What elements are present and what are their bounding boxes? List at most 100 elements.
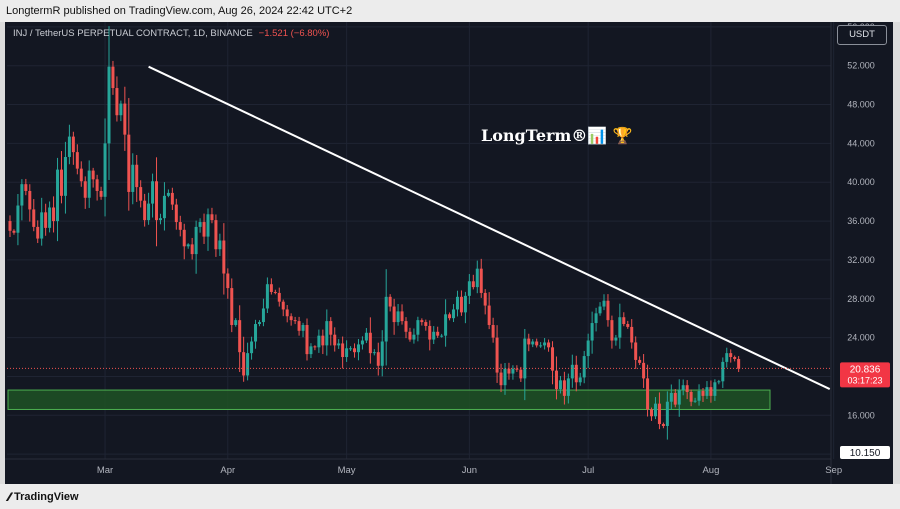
currency-button[interactable]: USDT: [837, 25, 887, 45]
candle-down: [83, 181, 87, 198]
candle-down: [222, 240, 226, 274]
candle-up: [257, 322, 261, 325]
candle-up: [107, 66, 111, 144]
candle-up: [444, 314, 448, 336]
candle-down: [32, 209, 36, 227]
candle-up: [523, 338, 527, 379]
candle-up: [503, 368, 507, 386]
candle-down: [388, 296, 392, 307]
candle-up: [463, 295, 467, 313]
candle-down: [341, 343, 345, 358]
candle-up: [147, 203, 151, 221]
candle-up: [166, 192, 170, 196]
candle-down: [610, 320, 614, 341]
candle-down: [277, 292, 281, 302]
candle-up: [317, 335, 321, 348]
candle-down: [491, 324, 495, 338]
month-tick-label: Jul: [582, 465, 594, 476]
candle-down: [182, 229, 186, 247]
candle-down: [230, 288, 234, 325]
candle-up: [372, 352, 376, 354]
candle-down: [574, 364, 578, 383]
marker-price-value: 10.150: [850, 448, 881, 459]
author-watermark: LongTerm®📊 🏆: [481, 126, 633, 145]
candle-up: [558, 380, 562, 390]
candle-down: [210, 214, 214, 221]
candle-down: [646, 378, 650, 410]
candle-down: [392, 306, 396, 323]
candle-down: [242, 352, 246, 376]
candlestick-chart[interactable]: 56.00052.00048.00044.00040.00036.00032.0…: [5, 22, 893, 484]
candle-down: [28, 190, 32, 210]
candle-down: [79, 168, 83, 182]
candle-up: [713, 382, 717, 396]
candle-up: [677, 390, 681, 405]
month-tick-label: May: [338, 465, 356, 476]
candle-up: [345, 348, 349, 358]
candle-down: [297, 321, 301, 331]
candle-up: [194, 226, 198, 255]
marker-price-tag: [840, 446, 890, 459]
publish-info-text: LongtermR published on TradingView.com, …: [6, 5, 353, 17]
candle-up: [261, 308, 265, 323]
candle-down: [436, 331, 440, 336]
candle-down: [606, 300, 610, 321]
candle-down: [471, 281, 475, 288]
month-tick-label: Jun: [462, 465, 477, 476]
candle-up: [602, 300, 606, 307]
candle-up: [40, 212, 44, 239]
candle-up: [467, 281, 471, 296]
candle-down: [52, 207, 56, 222]
tradingview-logo-icon: ⁄⁄: [8, 490, 11, 504]
candle-down: [448, 314, 452, 319]
candle-down: [547, 342, 551, 348]
candle-down: [238, 320, 242, 353]
candle-up: [586, 340, 590, 357]
candle-up: [349, 348, 353, 350]
candle-up: [158, 218, 162, 221]
candle-up: [570, 364, 574, 379]
candle-down: [269, 284, 273, 292]
month-tick-label: Aug: [702, 465, 719, 476]
candle-up: [594, 313, 598, 324]
last-price-tag: [840, 362, 890, 388]
candle-down: [661, 424, 665, 426]
footer-bar: ⁄⁄ TradingView: [0, 484, 900, 509]
candle-up: [337, 343, 341, 346]
candle-down: [650, 409, 654, 417]
candle-down: [551, 347, 555, 371]
candle-down: [638, 359, 642, 363]
tradingview-logo[interactable]: ⁄⁄ TradingView: [8, 490, 79, 504]
candle-down: [634, 342, 638, 360]
candle-down: [519, 369, 523, 379]
candle-down: [622, 317, 626, 325]
candle-down: [293, 320, 297, 322]
candle-up: [16, 205, 20, 233]
candle-down: [535, 341, 539, 346]
candle-up: [582, 356, 586, 378]
candle-up: [590, 323, 594, 341]
chart-panel[interactable]: 56.00052.00048.00044.00040.00036.00032.0…: [5, 22, 893, 484]
candle-down: [487, 305, 491, 325]
candle-up: [265, 284, 269, 309]
candle-down: [44, 212, 48, 228]
candle-up: [360, 340, 364, 345]
tradingview-brand-text: TradingView: [14, 491, 79, 503]
price-tick-label: 44.000: [847, 138, 875, 148]
candle-down: [273, 291, 277, 293]
candle-down: [353, 348, 357, 353]
candle-up: [246, 353, 250, 376]
candle-up: [198, 222, 202, 227]
candle-up: [131, 164, 135, 192]
candle-up: [665, 401, 669, 426]
axis-layer: 56.00052.00048.00044.00040.00036.00032.0…: [5, 22, 890, 484]
candles-layer: [8, 26, 741, 440]
candle-up: [705, 387, 709, 396]
candle-up: [653, 403, 657, 417]
price-tick-label: 52.000: [847, 61, 875, 71]
candle-up: [697, 391, 701, 401]
candle-up: [384, 296, 388, 342]
candle-down: [499, 372, 503, 386]
candle-up: [380, 341, 384, 366]
candle-down: [115, 88, 119, 116]
